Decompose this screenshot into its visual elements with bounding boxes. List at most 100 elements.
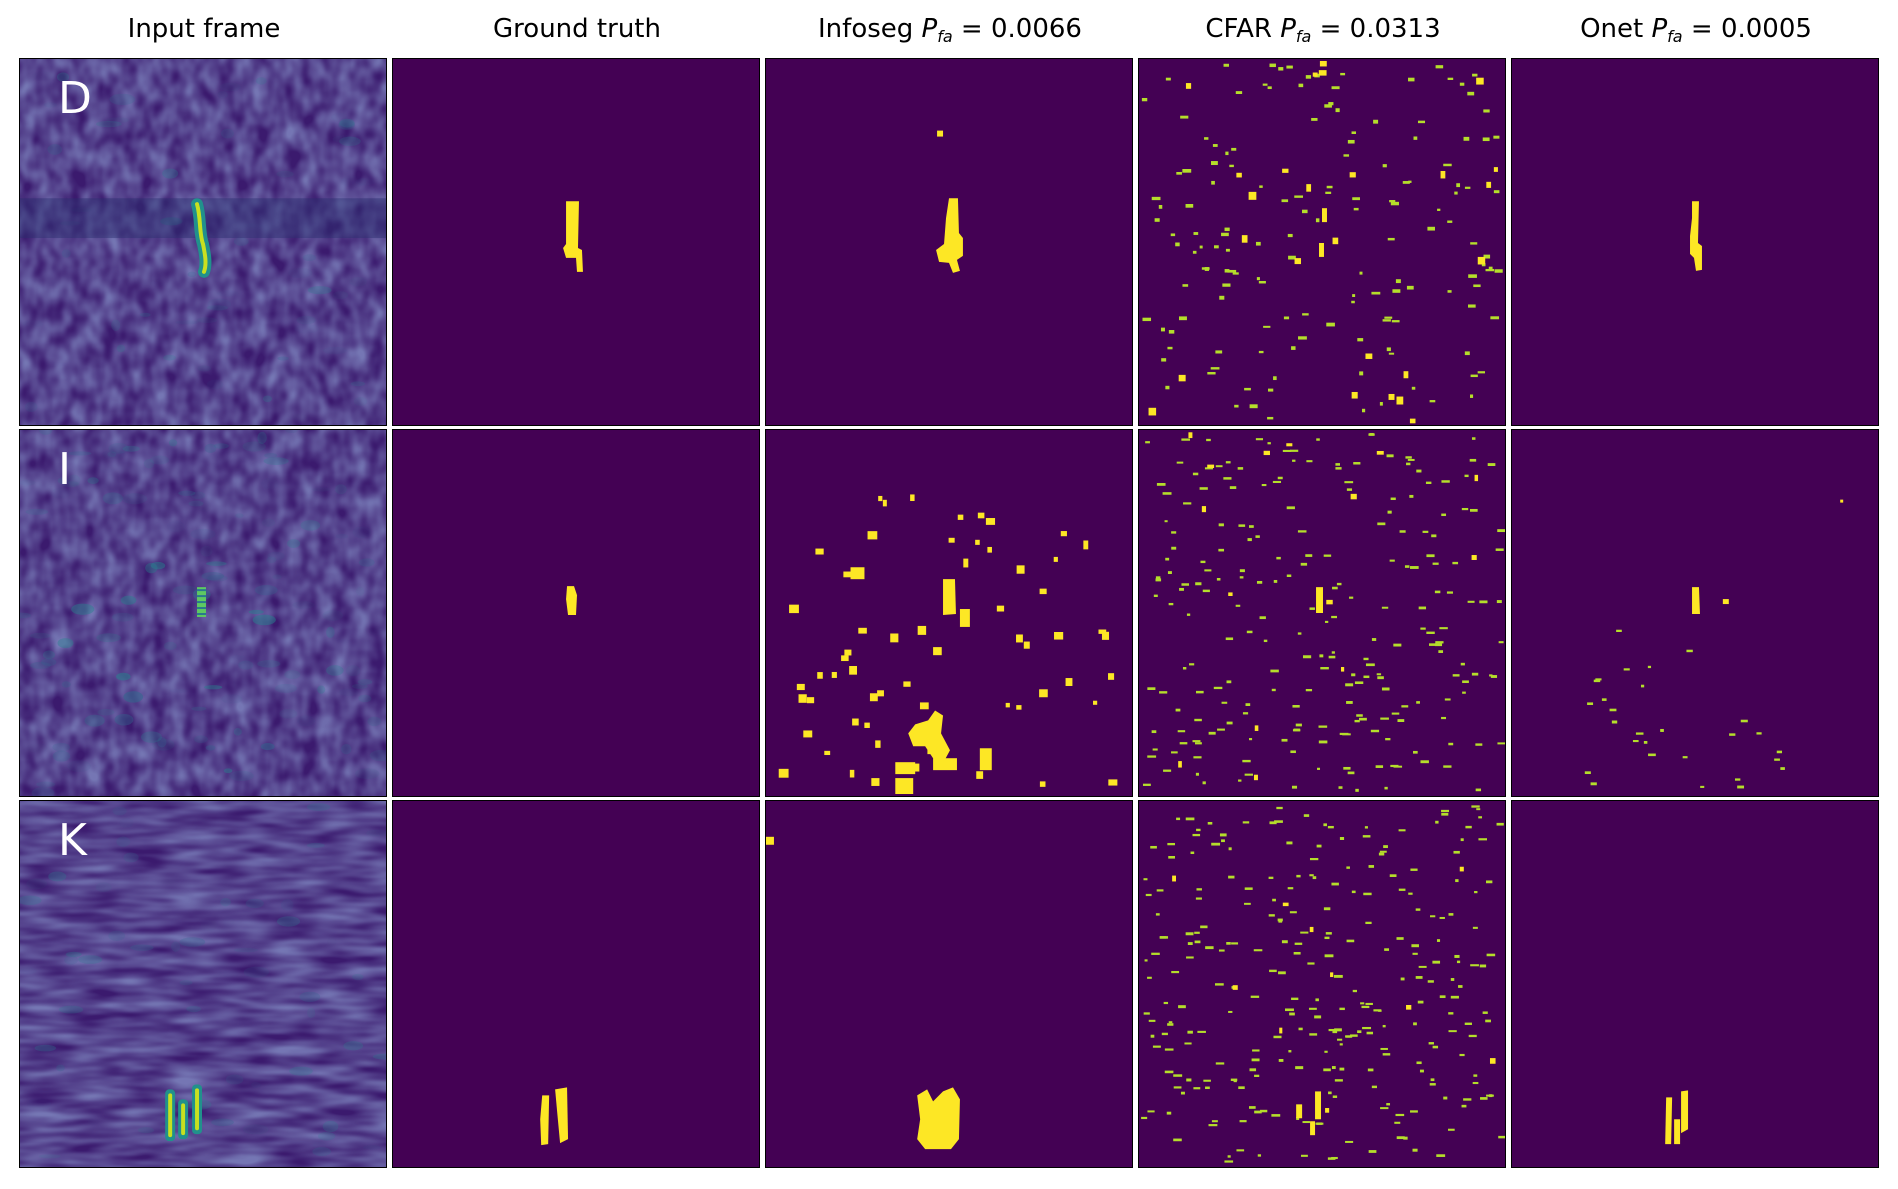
false-alarm xyxy=(1452,561,1459,565)
speckle xyxy=(254,590,273,601)
false-alarm xyxy=(976,771,984,779)
false-alarm xyxy=(1334,1028,1342,1032)
speckle xyxy=(193,735,208,744)
speckle xyxy=(312,1147,331,1157)
false-alarm xyxy=(1167,1023,1174,1026)
target-mask xyxy=(1674,1119,1681,1145)
speckle xyxy=(251,1081,261,1089)
false-alarm xyxy=(1381,606,1389,609)
false-alarm xyxy=(1282,168,1289,173)
false-alarm xyxy=(1101,631,1110,640)
false-alarm xyxy=(1493,167,1498,172)
speckle xyxy=(366,829,386,837)
speckle xyxy=(178,490,196,496)
false-alarm xyxy=(1334,1079,1343,1082)
false-alarm xyxy=(1477,256,1486,265)
false-alarm xyxy=(1450,978,1455,981)
false-alarm xyxy=(1340,72,1346,76)
false-alarm xyxy=(1384,316,1393,319)
false-alarm xyxy=(1207,464,1215,468)
false-alarm xyxy=(1016,705,1022,710)
false-alarm xyxy=(1244,902,1251,905)
false-alarm xyxy=(1328,102,1334,106)
false-alarm xyxy=(815,548,824,555)
speckle xyxy=(56,1064,65,1072)
false-alarm xyxy=(1349,172,1356,178)
target-mask xyxy=(566,586,577,615)
false-alarm xyxy=(985,518,996,525)
false-alarm xyxy=(933,758,957,771)
false-alarm xyxy=(1202,589,1210,593)
panel-image xyxy=(1141,805,1505,1163)
false-alarm xyxy=(1167,571,1172,575)
false-alarm xyxy=(1194,718,1202,722)
false-alarm xyxy=(1281,199,1289,203)
false-alarm xyxy=(1168,602,1174,606)
target-detection xyxy=(1322,208,1327,223)
speckle xyxy=(369,749,386,762)
false-alarm xyxy=(1272,898,1276,902)
false-alarm xyxy=(1386,347,1391,352)
false-alarm xyxy=(1160,327,1165,332)
speckle xyxy=(171,941,181,952)
false-alarm xyxy=(1407,458,1415,461)
false-alarm xyxy=(869,693,878,702)
false-alarm xyxy=(1151,196,1161,201)
false-alarm xyxy=(1181,583,1190,586)
false-alarm xyxy=(1412,1148,1418,1152)
speckle xyxy=(341,744,352,755)
false-alarm xyxy=(1490,675,1498,678)
false-alarm xyxy=(1441,809,1450,813)
panel-input-i: I xyxy=(19,429,387,797)
false-alarm xyxy=(1229,486,1237,489)
false-alarm xyxy=(1316,1122,1323,1125)
false-alarm xyxy=(1480,1097,1488,1100)
speckle xyxy=(306,842,325,848)
false-alarm xyxy=(1395,279,1401,284)
speckle xyxy=(65,951,82,958)
speckle xyxy=(322,610,343,621)
speckle xyxy=(264,452,278,459)
speckle xyxy=(163,354,176,361)
false-alarm xyxy=(1396,396,1404,405)
speckle xyxy=(51,487,71,499)
false-alarm xyxy=(1324,104,1332,108)
false-alarm xyxy=(1461,507,1469,511)
false-alarm xyxy=(1441,716,1447,720)
false-alarm xyxy=(1297,530,1307,533)
false-alarm xyxy=(1295,1066,1304,1070)
panel-input-d: D xyxy=(19,58,387,426)
false-alarm xyxy=(1463,136,1470,141)
speckle xyxy=(284,670,301,679)
false-alarm xyxy=(798,694,807,703)
false-alarm xyxy=(1401,705,1409,708)
false-alarm xyxy=(1386,1103,1391,1106)
false-alarm xyxy=(1482,1011,1488,1014)
false-alarm xyxy=(1144,959,1148,962)
speckle xyxy=(105,117,130,124)
false-alarm xyxy=(1187,942,1193,946)
false-alarm xyxy=(1418,606,1427,610)
speckle xyxy=(168,439,178,447)
false-alarm xyxy=(1473,1074,1478,1077)
false-alarm xyxy=(1455,879,1459,883)
false-alarm xyxy=(1729,733,1736,736)
false-alarm xyxy=(1173,1138,1182,1142)
false-alarm xyxy=(1292,704,1300,708)
false-alarm xyxy=(977,512,985,519)
false-alarm xyxy=(1647,665,1652,669)
false-alarm xyxy=(1346,939,1355,943)
false-alarm xyxy=(1142,783,1151,786)
false-alarm xyxy=(1171,751,1178,754)
pfa-expression: Pfa = 0.0313 xyxy=(1280,14,1441,46)
false-alarm xyxy=(1194,742,1202,745)
false-alarm xyxy=(1324,936,1330,940)
false-alarm xyxy=(1393,643,1402,647)
false-alarm xyxy=(1413,750,1418,754)
false-alarm xyxy=(1470,964,1479,967)
false-alarm xyxy=(1289,911,1297,914)
false-alarm xyxy=(1601,698,1607,701)
false-alarm xyxy=(1204,137,1209,140)
false-alarm xyxy=(1204,569,1212,572)
false-alarm xyxy=(1292,459,1296,462)
